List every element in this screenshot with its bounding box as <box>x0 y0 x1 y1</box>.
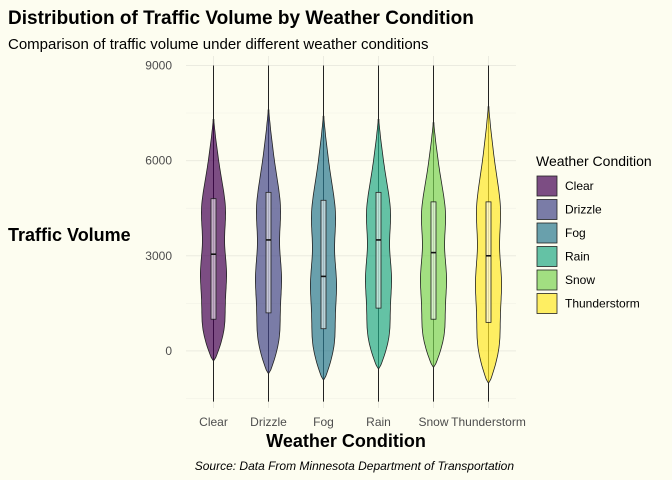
legend: Clear Drizzle Fog Rain Snow Thunderstorm <box>536 175 640 314</box>
violin-group-rain <box>365 65 392 402</box>
y-axis-ticks: 0 3000 6000 9000 <box>145 59 172 358</box>
violin-group-snow <box>420 65 447 402</box>
y-tick-label-3: 9000 <box>145 59 172 73</box>
legend-swatch-rain <box>536 246 558 267</box>
box-drizzle <box>265 191 272 314</box>
chart-caption: Source: Data From Minnesota Department o… <box>195 459 515 473</box>
legend-title: Weather Condition <box>536 153 652 169</box>
y-axis-title: Traffic Volume <box>8 225 131 245</box>
legend-label-fog: Fog <box>565 226 586 240</box>
violin-group-clear <box>200 65 227 402</box>
legend-swatch-snow <box>536 269 558 291</box>
x-tick-label-clear: Clear <box>199 415 228 429</box>
legend-swatch-fog <box>536 222 558 244</box>
y-tick-label-0: 0 <box>165 344 172 358</box>
chart-subtitle: Comparison of traffic volume under diffe… <box>8 36 429 53</box>
violin-group-fog <box>310 65 337 402</box>
legend-swatch-clear <box>536 175 558 197</box>
grid-lines <box>186 56 516 408</box>
x-tick-label-thunderstorm: Thunderstorm <box>451 415 526 429</box>
box-rain <box>375 191 382 309</box>
x-axis-title: Weather Condition <box>266 431 426 451</box>
x-axis-ticks: Clear Drizzle Fog Rain Snow Thunderstorm <box>199 415 526 429</box>
legend-label-clear: Clear <box>565 179 594 193</box>
legend-swatch-thunderstorm <box>536 293 558 314</box>
box-snow <box>430 201 437 320</box>
legend-label-thunderstorm: Thunderstorm <box>565 297 640 311</box>
x-tick-label-drizzle: Drizzle <box>250 415 287 429</box>
y-tick-label-2: 6000 <box>145 154 172 168</box>
violin-group-thunderstorm <box>475 65 502 402</box>
legend-label-drizzle: Drizzle <box>565 203 602 217</box>
x-tick-label-snow: Snow <box>418 415 448 429</box>
x-tick-label-rain: Rain <box>366 415 391 429</box>
box-clear <box>210 198 217 320</box>
box-thunderstorm <box>485 201 492 323</box>
legend-swatch-drizzle <box>536 199 558 220</box>
legend-label-snow: Snow <box>565 273 595 287</box>
box-fog <box>320 199 327 330</box>
x-tick-label-fog: Fog <box>313 415 334 429</box>
legend-label-rain: Rain <box>565 250 590 264</box>
chart-title: Distribution of Traffic Volume by Weathe… <box>8 8 474 29</box>
violin-group-drizzle <box>255 65 282 402</box>
violins-layer <box>200 65 502 402</box>
y-tick-label-1: 3000 <box>145 249 172 263</box>
